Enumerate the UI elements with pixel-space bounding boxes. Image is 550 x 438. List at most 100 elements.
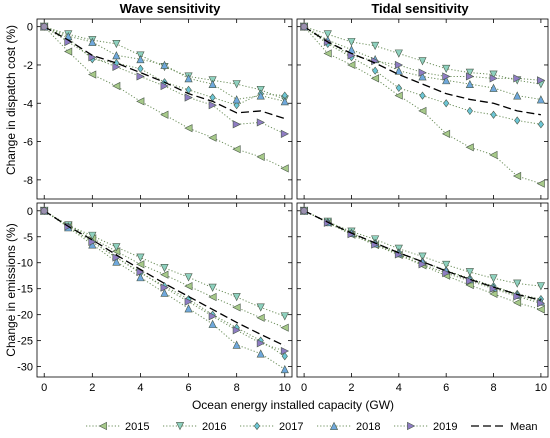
point-2017 — [137, 64, 144, 73]
point-2016 — [232, 80, 241, 89]
y-tick-label: -6 — [23, 137, 33, 149]
x-tick-label: 8 — [490, 382, 496, 394]
point-2015 — [184, 124, 193, 133]
point-2015 — [280, 164, 289, 173]
y-tick-label: -20 — [17, 310, 33, 322]
title-wave: Wave sensitivity — [120, 1, 221, 16]
point-2015 — [256, 152, 265, 161]
point-2015 — [112, 81, 121, 91]
point-2016 — [371, 41, 380, 51]
series-line-2016 — [44, 26, 285, 100]
point-2015 — [465, 280, 474, 290]
point-2016 — [418, 57, 427, 66]
y-tick-label: -30 — [17, 362, 33, 374]
point-2016 — [112, 39, 121, 49]
point-2019 — [232, 120, 241, 129]
point-2015 — [489, 289, 498, 298]
point-2016 — [280, 312, 289, 321]
point-2018 — [184, 74, 193, 83]
point-2016 — [442, 64, 451, 74]
point-2016 — [256, 303, 265, 312]
legend-label: 2017 — [279, 421, 303, 433]
legend-item-2016: 2016 — [163, 421, 226, 433]
x-tick-label: 4 — [396, 382, 402, 394]
point-2018 — [280, 97, 289, 106]
panel-frame — [36, 18, 293, 200]
point-2019 — [280, 129, 290, 138]
point-2018 — [184, 304, 193, 313]
point-2016 — [418, 252, 427, 261]
origin-point — [40, 207, 48, 215]
point-2019 — [394, 60, 404, 70]
legend-swatch-marker — [253, 421, 261, 431]
point-2018 — [394, 66, 403, 75]
y-tick-label: -4 — [23, 98, 33, 110]
x-tick-label: 10 — [279, 382, 291, 394]
series-line-2018 — [44, 26, 285, 102]
point-2018 — [232, 340, 241, 349]
point-2018 — [465, 79, 474, 89]
point-2018 — [442, 76, 451, 85]
y-tick-label: 0 — [27, 22, 33, 34]
point-2018 — [489, 83, 498, 92]
point-2018 — [418, 72, 427, 81]
x-tick-label: 2 — [89, 382, 95, 394]
point-2019 — [184, 297, 193, 306]
legend-item-2019: 2019 — [394, 421, 457, 433]
series-line-2015 — [43, 210, 285, 329]
point-2017 — [372, 66, 379, 75]
series-line-Mean — [303, 210, 542, 301]
x-tick-label: 0 — [301, 382, 307, 394]
x-tick-label: 2 — [348, 382, 354, 394]
point-2019 — [136, 72, 145, 81]
point-2018 — [208, 319, 217, 328]
y-tick-label: -8 — [23, 175, 33, 187]
point-2017 — [209, 93, 216, 102]
x-tick-label: 0 — [41, 382, 47, 394]
point-2019 — [465, 276, 475, 285]
point-2015 — [418, 106, 427, 116]
x-tick-label: 6 — [443, 382, 449, 394]
point-2016 — [442, 260, 451, 270]
legend-item-Mean: Mean — [471, 421, 538, 433]
point-2015 — [512, 298, 522, 307]
point-2016 — [489, 274, 498, 283]
legend: 2015 2016 2017 2018 2019 Mean — [86, 421, 538, 433]
point-2015 — [88, 70, 97, 79]
x-tick-label: 8 — [234, 382, 240, 394]
point-2018 — [280, 364, 289, 374]
point-2019 — [136, 267, 145, 277]
point-2016 — [232, 293, 241, 302]
panel-wave-cost: 0 -2 -4 -6 -8 — [23, 18, 293, 200]
legend-label: 2016 — [202, 421, 226, 433]
point-2016 — [513, 279, 522, 288]
point-2015 — [136, 97, 145, 106]
point-2018 — [256, 349, 265, 358]
legend-swatch-marker — [175, 422, 185, 431]
point-2015 — [512, 171, 522, 181]
legend-swatch-marker — [407, 421, 416, 431]
point-2018 — [136, 54, 145, 64]
y-tick-label: -25 — [17, 336, 33, 348]
panel-frame — [36, 202, 293, 378]
point-2016 — [465, 68, 474, 77]
x-tick-label: 10 — [535, 382, 547, 394]
point-2019 — [536, 76, 546, 85]
panel-tidal-cost — [296, 18, 549, 200]
point-2017 — [395, 83, 402, 93]
point-2019 — [160, 81, 169, 91]
series-line-2016 — [303, 210, 541, 287]
y-tick-label: -10 — [17, 258, 33, 270]
point-2017 — [233, 101, 240, 110]
point-2019 — [442, 269, 451, 278]
point-2017 — [419, 91, 426, 100]
point-2018 — [232, 95, 241, 104]
point-2016 — [136, 253, 145, 262]
point-2019 — [208, 101, 217, 110]
ylabel-emissions: Change in emissions (%) — [4, 223, 18, 356]
point-2017 — [514, 116, 521, 125]
xlabel: Ocean energy installed capacity (GW) — [192, 398, 394, 412]
origin-point — [40, 23, 48, 31]
point-2016 — [347, 38, 356, 47]
series-line-Mean — [43, 210, 286, 347]
